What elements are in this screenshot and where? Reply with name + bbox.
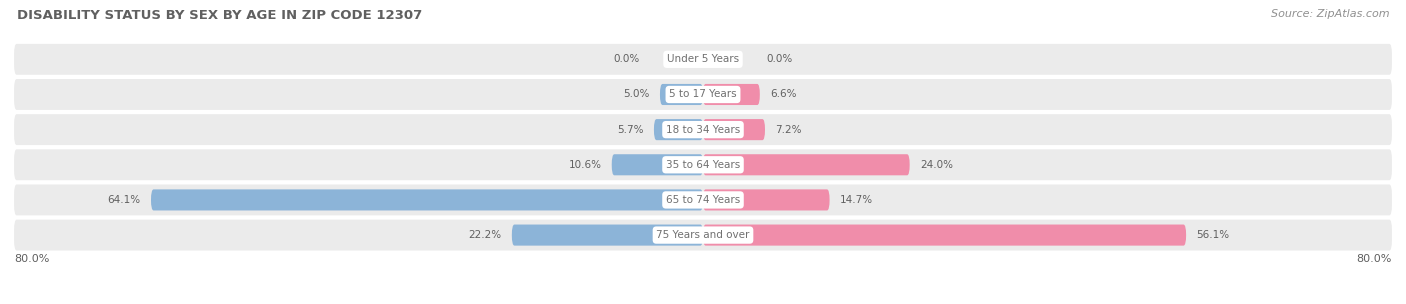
Text: 0.0%: 0.0% [613,54,640,64]
Text: 5.0%: 5.0% [623,89,650,99]
Text: DISABILITY STATUS BY SEX BY AGE IN ZIP CODE 12307: DISABILITY STATUS BY SEX BY AGE IN ZIP C… [17,9,422,22]
FancyBboxPatch shape [14,79,1392,110]
Text: 80.0%: 80.0% [1357,254,1392,264]
Text: 18 to 34 Years: 18 to 34 Years [666,125,740,135]
Text: 80.0%: 80.0% [14,254,49,264]
FancyBboxPatch shape [150,189,703,210]
FancyBboxPatch shape [14,114,1392,145]
FancyBboxPatch shape [654,119,703,140]
Text: 24.0%: 24.0% [920,160,953,170]
Text: 65 to 74 Years: 65 to 74 Years [666,195,740,205]
FancyBboxPatch shape [14,149,1392,180]
FancyBboxPatch shape [14,219,1392,250]
FancyBboxPatch shape [703,84,759,105]
FancyBboxPatch shape [512,225,703,246]
Text: 0.0%: 0.0% [766,54,793,64]
FancyBboxPatch shape [703,154,910,175]
Text: 10.6%: 10.6% [568,160,602,170]
FancyBboxPatch shape [612,154,703,175]
Text: 7.2%: 7.2% [775,125,801,135]
Text: 22.2%: 22.2% [468,230,502,240]
Text: 5 to 17 Years: 5 to 17 Years [669,89,737,99]
FancyBboxPatch shape [14,44,1392,75]
Text: Under 5 Years: Under 5 Years [666,54,740,64]
Text: 56.1%: 56.1% [1197,230,1230,240]
FancyBboxPatch shape [659,84,703,105]
FancyBboxPatch shape [703,119,765,140]
Text: Source: ZipAtlas.com: Source: ZipAtlas.com [1271,9,1389,19]
FancyBboxPatch shape [14,185,1392,216]
Text: 75 Years and over: 75 Years and over [657,230,749,240]
Text: 14.7%: 14.7% [839,195,873,205]
FancyBboxPatch shape [703,225,1187,246]
Text: 35 to 64 Years: 35 to 64 Years [666,160,740,170]
Text: 6.6%: 6.6% [770,89,797,99]
Text: 5.7%: 5.7% [617,125,644,135]
FancyBboxPatch shape [703,189,830,210]
Text: 64.1%: 64.1% [107,195,141,205]
